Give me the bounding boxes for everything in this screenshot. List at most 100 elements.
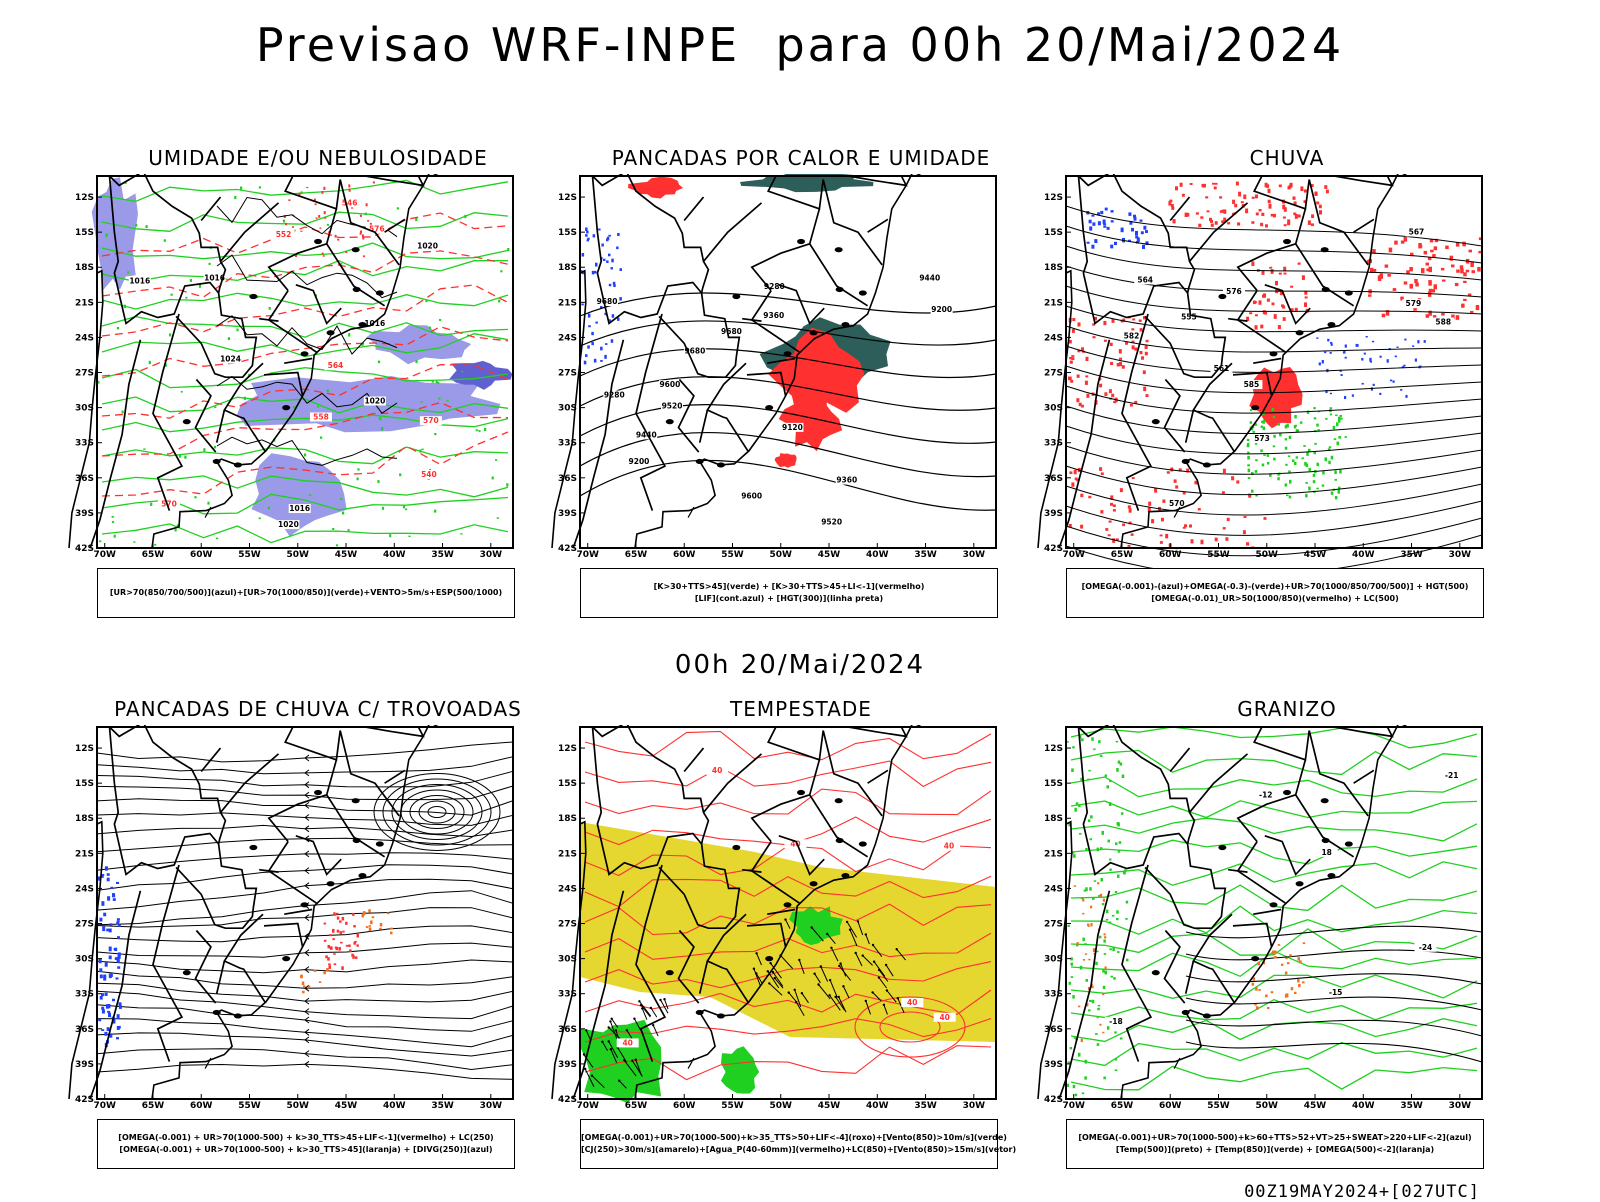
thunderstorm-area — [354, 940, 357, 943]
coastline-detail — [204, 1057, 212, 1069]
state-border — [683, 747, 705, 773]
convective-area — [379, 927, 382, 930]
omega-area-strong — [1260, 425, 1263, 428]
omega-500-area — [1088, 987, 1091, 991]
divergence-area — [101, 901, 105, 906]
temperature-850-speckle — [1098, 740, 1101, 744]
convective-area — [301, 981, 305, 986]
temperature-850-speckle — [1097, 1007, 1100, 1011]
city-marker — [233, 1013, 242, 1019]
divergence-area — [99, 968, 103, 973]
temperature-850-speckle — [1075, 802, 1079, 805]
map-chuva: 58858558257957657357056756456155512S15S1… — [1037, 174, 1537, 579]
divergence-area — [103, 912, 107, 917]
temperature-850-speckle — [1125, 918, 1128, 920]
wind-vector-head — [837, 995, 840, 999]
rain-area — [1232, 212, 1235, 215]
rain-area — [1110, 502, 1113, 506]
omega-area-strong — [1246, 438, 1250, 442]
lat-tick-label: 30S — [1044, 955, 1063, 965]
lon-tick-label: 65W — [142, 1101, 165, 1111]
state-border — [108, 174, 227, 294]
humidity-speckle-red — [313, 198, 316, 202]
divergence-area — [117, 936, 120, 940]
thunderstorm-area — [356, 944, 359, 947]
omega-area-strong — [1304, 461, 1307, 466]
lifted-index-contour — [593, 358, 597, 363]
lat-tick-label: 18S — [1044, 263, 1063, 273]
state-border — [259, 317, 279, 322]
omega-area-strong — [1329, 407, 1333, 410]
lat-tick-label: 27S — [1044, 369, 1063, 379]
humidity-speckle-red — [298, 192, 301, 196]
wind-vector — [814, 973, 821, 984]
rain-area — [1432, 254, 1436, 258]
lifted-index-contour — [585, 354, 588, 357]
lon-tick-label: 50W — [287, 1101, 310, 1111]
wind-vector — [608, 1041, 619, 1059]
lifted-index-contour — [592, 234, 596, 238]
convective-area — [390, 931, 393, 935]
rain-area — [1221, 209, 1225, 213]
rain-area — [1478, 250, 1482, 254]
humidity-speckle — [170, 293, 173, 296]
omega-area-strong — [1250, 427, 1254, 431]
omega-area — [1135, 230, 1138, 236]
rain-area — [1103, 320, 1107, 326]
temperature-850-speckle — [1085, 887, 1088, 892]
temperature-850-speckle — [1102, 969, 1105, 973]
rain-area — [1455, 315, 1460, 320]
omega-area — [1102, 219, 1106, 224]
wind-vector — [583, 1054, 594, 1068]
thunderstorm-area — [356, 934, 359, 938]
wind-vector-head — [842, 985, 845, 988]
rain-area — [1128, 508, 1132, 513]
coastline-detail — [687, 1057, 695, 1069]
temperature-850-speckle — [1119, 1037, 1123, 1040]
rain-area — [1144, 351, 1148, 356]
omega-area — [1329, 352, 1332, 354]
contour-label: 9200 — [629, 457, 650, 466]
temperature-850-speckle — [1079, 832, 1082, 835]
divergence-area — [107, 1010, 111, 1013]
contour-label: 1024 — [220, 355, 241, 364]
omega-area — [1318, 362, 1321, 366]
page-title: Previsao WRF-INPE para 00h 20/Mai/2024 — [255, 18, 1345, 72]
state-border — [1077, 725, 1196, 845]
convective-area — [368, 927, 372, 932]
omega-area-strong — [1308, 486, 1311, 491]
omega-area-strong — [1266, 454, 1270, 457]
map-umidade: 1016 101610161016102010201020102457057056… — [68, 174, 568, 579]
lat-tick-label: 27S — [75, 920, 94, 930]
rain-area — [1379, 273, 1383, 279]
omega-area-strong — [1301, 457, 1304, 460]
omega-area-strong — [1250, 409, 1253, 411]
omega-area-strong — [1269, 473, 1272, 477]
omega-500-area — [1082, 898, 1085, 902]
humidity-speckle — [145, 225, 148, 229]
lat-tick-label: 42S — [558, 1095, 577, 1105]
omega-area — [1365, 336, 1368, 338]
state-border — [284, 175, 342, 210]
contour-label: 9520 — [821, 518, 842, 527]
humidity-speckle — [258, 186, 261, 189]
rain-area — [1254, 314, 1258, 317]
thunderstorm-area — [333, 963, 337, 966]
divergence-area — [118, 1002, 122, 1006]
rain-area — [1442, 279, 1446, 282]
state-border — [746, 371, 787, 397]
temperature-850-speckle — [1109, 948, 1112, 951]
rain-area — [1175, 186, 1178, 191]
lat-tick-label: 15S — [1044, 779, 1063, 789]
rain-area — [1234, 203, 1238, 208]
omega-area-strong — [1288, 435, 1292, 439]
contour-label: 564 — [328, 361, 344, 370]
rain-area — [1200, 539, 1204, 545]
state-border — [1184, 960, 1195, 994]
lat-tick-label: 18S — [558, 814, 577, 824]
rain-area — [1381, 313, 1386, 318]
omega-area-strong — [1288, 495, 1292, 499]
contour-label: 585 — [1244, 380, 1260, 389]
contour-label: 40 — [790, 839, 800, 848]
temperature-850-speckle — [1097, 1004, 1101, 1007]
